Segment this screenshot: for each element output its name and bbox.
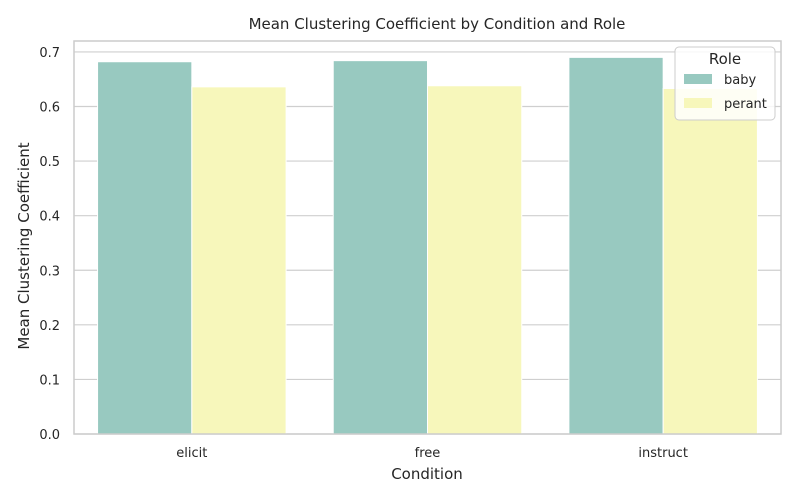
x-tick-label-instruct: instruct <box>638 446 688 461</box>
legend-swatch-perant <box>684 98 712 108</box>
labels-layer: 0.0 0.1 0.2 0.3 0.4 0.5 0.6 0.7 elicit free instru… <box>39 46 688 461</box>
bar-baby-instruct <box>568 56 664 435</box>
x-axis-title: Condition <box>391 465 463 483</box>
legend-label-perant: perant <box>724 97 767 112</box>
legend-title: Role <box>709 50 741 68</box>
x-tick-label-elicit: elicit <box>176 446 207 461</box>
y-tick-label: 0.1 <box>39 373 60 388</box>
y-tick-label: 0.5 <box>39 155 60 170</box>
y-axis-title: Mean Clustering Coefficient <box>15 142 33 349</box>
y-tick-label: 0.4 <box>39 210 60 225</box>
bar-perant-free <box>427 85 523 435</box>
bar-baby-free <box>332 60 429 435</box>
bars-layer <box>97 56 758 435</box>
axes-layer <box>73 40 782 435</box>
y-tick-label: 0.3 <box>39 264 60 279</box>
legend-swatch-baby <box>684 74 712 84</box>
plot-frame <box>73 40 782 435</box>
bar-perant-elicit <box>191 86 287 435</box>
legend-layer: Role baby perant <box>674 46 776 121</box>
y-tick-label: 0.7 <box>39 46 60 61</box>
y-tick-label: 0.6 <box>39 101 60 116</box>
bar-baby-elicit <box>97 61 193 435</box>
x-tick-label-free: free <box>415 446 441 461</box>
y-tick-label: 0.2 <box>39 319 60 334</box>
chart-title: Mean Clustering Coefficient by Condition… <box>249 15 626 33</box>
legend-label-baby: baby <box>724 73 756 88</box>
y-tick-label: 0.0 <box>39 428 60 443</box>
bar-perant-instruct <box>662 87 758 435</box>
